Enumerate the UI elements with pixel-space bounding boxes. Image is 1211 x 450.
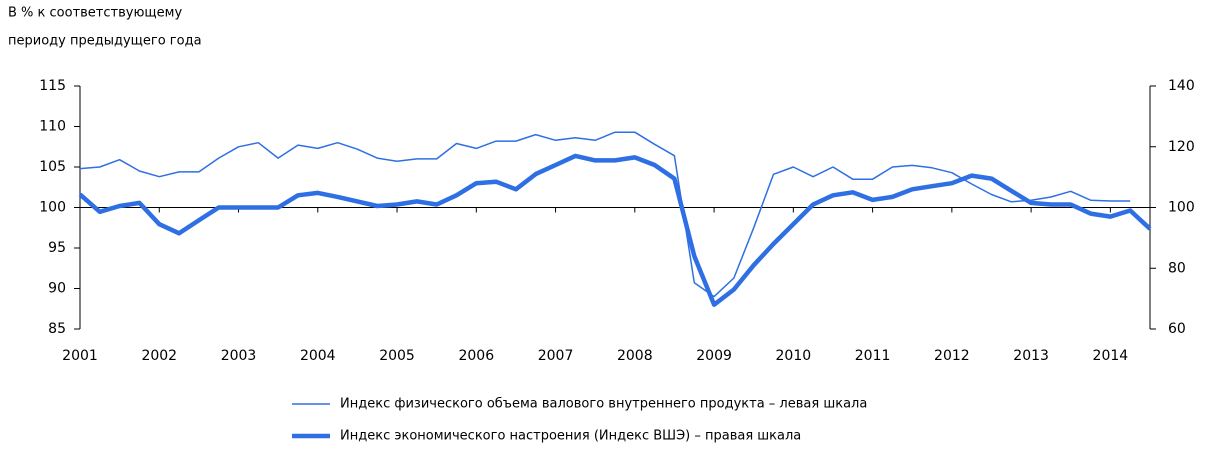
x-tick-label: 2013: [1013, 348, 1049, 364]
x-tick-label: 2003: [221, 348, 257, 364]
x-tick-label: 2006: [458, 348, 494, 364]
x-tick-label: 2010: [776, 348, 812, 364]
y-tick-label: 95: [48, 240, 66, 256]
x-tick-label: 2011: [855, 348, 891, 364]
x-tick-label: 2009: [696, 348, 732, 364]
y-tick-label: 85: [48, 321, 66, 337]
y-label: периоду предыдущего года: [8, 34, 202, 49]
x-tick-label: 2007: [538, 348, 574, 364]
x-tick-label: 2002: [141, 348, 177, 364]
y-label: В % к соответствующему: [8, 6, 182, 21]
y2-tick-label: 80: [1168, 260, 1186, 276]
x-tick-label: 2005: [379, 348, 415, 364]
series-line: [78, 153, 1152, 307]
legend-label: Индекс экономического настроения (Индекс…: [340, 429, 801, 444]
y-tick-label: 105: [39, 159, 66, 175]
x-tick-label: 2014: [1093, 348, 1129, 364]
series-line: [79, 131, 1131, 298]
y2-tick-label: 100: [1168, 200, 1195, 216]
x-tick-label: 2008: [617, 348, 653, 364]
y2-tick-label: 140: [1168, 78, 1195, 94]
x-tick-label: 2001: [62, 348, 98, 364]
x-tick-label: 2012: [934, 348, 970, 364]
y-tick-label: 100: [39, 200, 66, 216]
y-tick-label: 90: [48, 281, 66, 297]
legend-label: Индекс физического объема валового внутр…: [340, 397, 867, 412]
y-tick-label: 110: [39, 119, 66, 135]
y2-tick-label: 120: [1168, 139, 1195, 155]
y-tick-label: 115: [39, 78, 66, 94]
x-tick-label: 2004: [300, 348, 336, 364]
y2-tick-label: 60: [1168, 321, 1186, 337]
